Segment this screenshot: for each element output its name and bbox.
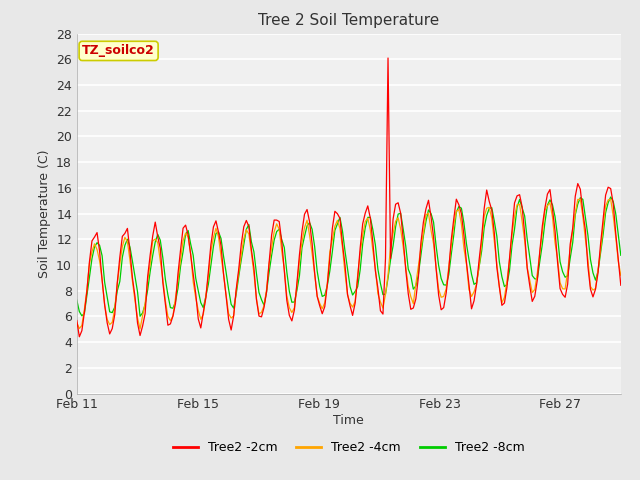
- Title: Tree 2 Soil Temperature: Tree 2 Soil Temperature: [258, 13, 440, 28]
- Y-axis label: Soil Temperature (C): Soil Temperature (C): [38, 149, 51, 278]
- Text: TZ_soilco2: TZ_soilco2: [82, 44, 155, 58]
- X-axis label: Time: Time: [333, 414, 364, 427]
- Legend: Tree2 -2cm, Tree2 -4cm, Tree2 -8cm: Tree2 -2cm, Tree2 -4cm, Tree2 -8cm: [168, 436, 529, 459]
